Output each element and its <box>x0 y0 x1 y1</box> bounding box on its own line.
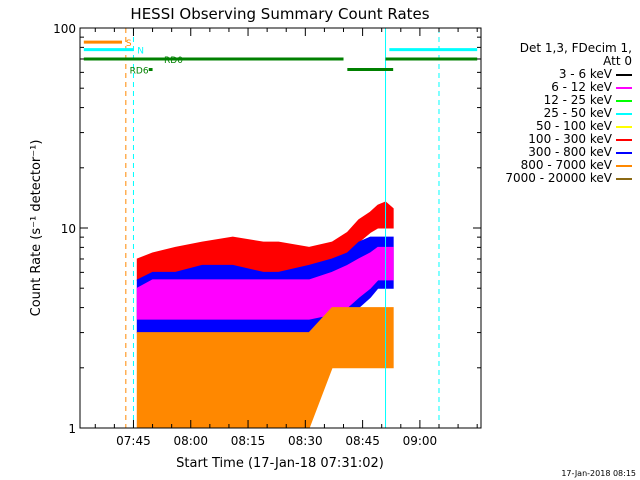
footer-timestamp: 17-Jan-2018 08:15 <box>561 469 636 478</box>
legend-swatch <box>616 151 632 154</box>
legend-swatch <box>616 73 632 76</box>
legend-item: 300 - 800 keV <box>528 146 632 159</box>
legend-swatch <box>616 86 632 89</box>
flag-label-rd0: RD0 <box>164 56 183 66</box>
legend-item: 100 - 300 keV <box>528 133 632 146</box>
legend-label: 6 - 12 keV <box>551 80 612 94</box>
flag-label-s: S <box>126 39 132 49</box>
x-tick-label: 07:45 <box>116 434 151 448</box>
legend-label: 3 - 6 keV <box>558 67 612 81</box>
legend-swatch <box>616 138 632 141</box>
x-tick-label: 08:45 <box>345 434 380 448</box>
x-tick-label: 08:15 <box>231 434 266 448</box>
legend-swatch <box>616 99 632 102</box>
y-axis-label: Count Rate (s⁻¹ detector⁻¹) <box>29 140 44 317</box>
legend-label: 50 - 100 keV <box>535 119 612 133</box>
flag-label-n: N <box>137 47 144 57</box>
x-tick-label: 09:00 <box>403 434 438 448</box>
legend-label: 25 - 50 keV <box>543 106 612 120</box>
legend-label: 100 - 300 keV <box>528 132 612 146</box>
legend-label: 300 - 800 keV <box>528 145 612 159</box>
legend-item: 3 - 6 keV <box>559 68 632 81</box>
legend-swatch <box>616 125 632 128</box>
legend-header-line2: Att 0 <box>603 54 632 68</box>
x-tick-label: 08:00 <box>173 434 208 448</box>
legend-label: 7000 - 20000 keV <box>505 171 612 185</box>
band-6-12-kev <box>136 246 394 320</box>
legend-item: 7000 - 20000 keV <box>505 172 632 185</box>
flag-label-rd6: RD6 <box>130 67 149 77</box>
legend-label: 800 - 7000 keV <box>520 158 612 172</box>
y-tick-label: 1 <box>68 422 76 436</box>
y-tick-label: 10 <box>61 222 76 236</box>
legend-item: 12 - 25 keV <box>544 94 632 107</box>
x-axis-label: Start Time (17-Jan-18 07:31:02) <box>176 456 384 471</box>
x-tick-label: 08:30 <box>288 434 323 448</box>
legend-swatch <box>616 164 632 167</box>
legend-item: 6 - 12 keV <box>551 81 632 94</box>
chart-title: HESSI Observing Summary Count Rates <box>130 5 429 23</box>
legend-swatch <box>616 112 632 115</box>
legend-item: 25 - 50 keV <box>544 107 632 120</box>
legend-header-line1: Det 1,3, FDecim 1, <box>519 41 632 55</box>
y-tick-label: 100 <box>53 22 76 36</box>
legend-label: 12 - 25 keV <box>543 93 612 107</box>
legend-item: 50 - 100 keV <box>536 120 632 133</box>
legend-swatch <box>616 177 632 180</box>
legend-item: 800 - 7000 keV <box>521 159 632 172</box>
